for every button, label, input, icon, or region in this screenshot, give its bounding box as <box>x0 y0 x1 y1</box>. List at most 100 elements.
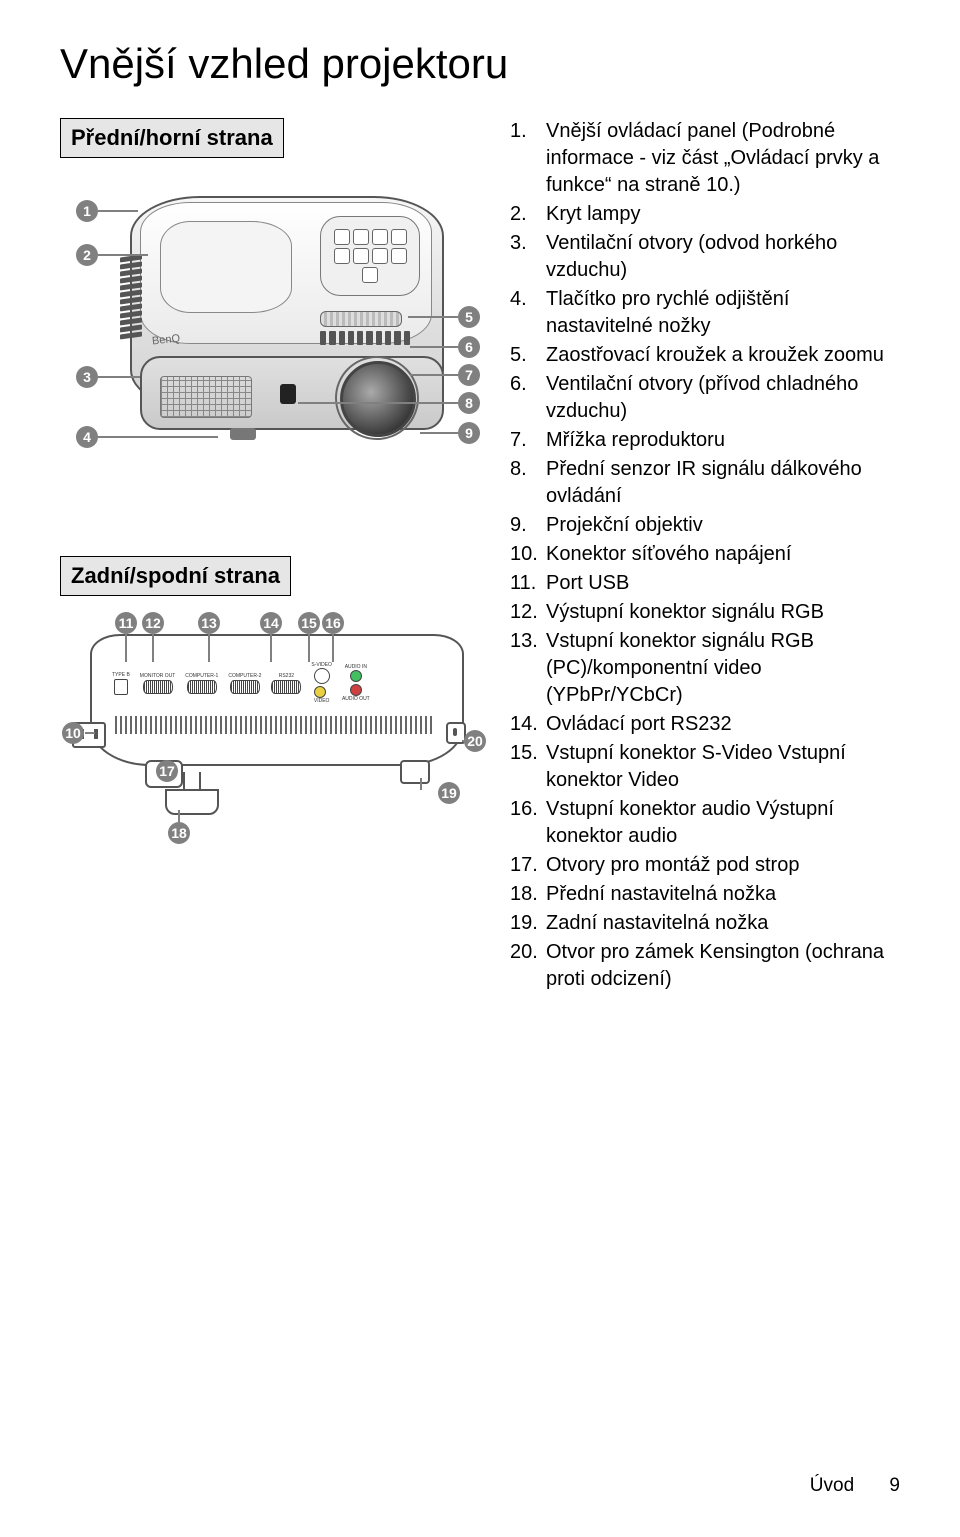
part-number: 18. <box>510 881 546 908</box>
monitor-out-port: MONITOR OUT <box>140 673 175 694</box>
part-number: 1. <box>510 118 546 199</box>
callout-bubble-9: 9 <box>458 422 480 444</box>
part-number: 2. <box>510 201 546 228</box>
part-number: 10. <box>510 541 546 568</box>
vga-icon <box>143 680 173 694</box>
callout-leader <box>410 374 458 376</box>
callout-bubble-2: 2 <box>76 244 98 266</box>
port-label: COMPUTER-2 <box>228 673 261 679</box>
panel-btn <box>391 248 407 264</box>
callout-leader <box>98 210 138 212</box>
part-number: 9. <box>510 512 546 539</box>
part-description: Přední senzor IR signálu dálkového ovlád… <box>546 456 900 510</box>
parts-list-item: 9.Projekční objektiv <box>510 512 900 539</box>
callout-leader <box>332 634 334 662</box>
callout-bubble-11: 11 <box>115 612 137 634</box>
page: Vnější vzhled projektoru Přední/horní st… <box>0 0 960 1537</box>
parts-list-item: 11.Port USB <box>510 570 900 597</box>
parts-list-item: 15.Vstupní konektor S-Video Vstupní kone… <box>510 740 900 794</box>
callout-leader <box>98 436 218 438</box>
callout-leader <box>85 732 95 734</box>
part-description: Tlačítko pro rychlé odjištění nastavitel… <box>546 286 900 340</box>
part-number: 6. <box>510 371 546 425</box>
usb-icon <box>114 679 128 695</box>
part-description: Výstupní konektor signálu RGB <box>546 599 900 626</box>
part-description: Vstupní konektor audio Výstupní konektor… <box>546 796 900 850</box>
rear-diagram: TYPE B MONITOR OUT COMPUTER-1 COMPUTER-2 <box>60 604 480 864</box>
callout-leader <box>420 778 422 790</box>
part-number: 11. <box>510 570 546 597</box>
callout-bubble-17: 17 <box>156 760 178 782</box>
callout-bubble-5: 5 <box>458 306 480 328</box>
part-description: Vnější ovládací panel (Podrobné informac… <box>546 118 900 199</box>
callout-bubble-3: 3 <box>76 366 98 388</box>
page-title: Vnější vzhled projektoru <box>60 40 900 88</box>
part-number: 12. <box>510 599 546 626</box>
audio-in-icon <box>350 670 362 682</box>
audio-out-icon <box>350 684 362 696</box>
parts-list-item: 20.Otvor pro zámek Kensington (ochrana p… <box>510 939 900 993</box>
right-column: 1.Vnější ovládací panel (Podrobné inform… <box>500 118 900 995</box>
port-label: AUDIO OUT <box>342 696 370 702</box>
part-description: Vstupní konektor S-Video Vstupní konekto… <box>546 740 900 794</box>
parts-list-item: 12.Výstupní konektor signálu RGB <box>510 599 900 626</box>
callout-bubble-12: 12 <box>142 612 164 634</box>
part-number: 15. <box>510 740 546 794</box>
port-label: COMPUTER-1 <box>185 673 218 679</box>
parts-list-item: 3.Ventilační otvory (odvod horkého vzduc… <box>510 230 900 284</box>
parts-list-item: 17.Otvory pro montáž pod strop <box>510 852 900 879</box>
vga-icon <box>187 680 217 694</box>
parts-list-item: 19.Zadní nastavitelná nožka <box>510 910 900 937</box>
ir-sensor <box>280 384 296 404</box>
zoom-ring <box>320 311 402 327</box>
callout-leader <box>270 634 272 662</box>
parts-list: 1.Vnější ovládací panel (Podrobné inform… <box>510 118 900 993</box>
footer-section: Úvod <box>810 1475 854 1496</box>
audio-ports: AUDIO IN AUDIO OUT <box>342 664 370 702</box>
part-description: Projekční objektiv <box>546 512 900 539</box>
port-label: TYPE B <box>112 672 130 678</box>
parts-list-item: 16.Vstupní konektor audio Výstupní konek… <box>510 796 900 850</box>
parts-list-item: 10.Konektor síťového napájení <box>510 541 900 568</box>
front-view-label: Přední/horní strana <box>60 118 284 158</box>
callout-bubble-13: 13 <box>198 612 220 634</box>
speaker-grille <box>160 376 252 418</box>
callout-bubble-6: 6 <box>458 336 480 358</box>
part-description: Konektor síťového napájení <box>546 541 900 568</box>
port-row: TYPE B MONITOR OUT COMPUTER-1 COMPUTER-2 <box>112 662 370 704</box>
rear-view-label: Zadní/spodní strana <box>60 556 291 596</box>
callout-leader <box>125 634 127 662</box>
computer2-port: COMPUTER-2 <box>228 673 261 694</box>
callout-bubble-16: 16 <box>322 612 344 634</box>
parts-list-item: 7.Mřížka reproduktoru <box>510 427 900 454</box>
callout-bubble-19: 19 <box>438 782 460 804</box>
intake-vents <box>320 331 410 345</box>
vga-icon <box>230 680 260 694</box>
parts-list-item: 13.Vstupní konektor signálu RGB (PC)/kom… <box>510 628 900 709</box>
port-label: MONITOR OUT <box>140 673 175 679</box>
part-number: 17. <box>510 852 546 879</box>
callout-leader <box>98 376 140 378</box>
parts-list-item: 8.Přední senzor IR signálu dálkového ovl… <box>510 456 900 510</box>
part-number: 13. <box>510 628 546 709</box>
part-number: 8. <box>510 456 546 510</box>
part-description: Zaostřovací kroužek a kroužek zoomu <box>546 342 900 369</box>
svideo-video-port: S-VIDEO VIDEO <box>311 662 332 704</box>
page-footer: Úvod 9 <box>810 1475 900 1497</box>
panel-btn <box>372 248 388 264</box>
parts-list-item: 18.Přední nastavitelná nožka <box>510 881 900 908</box>
callout-leader <box>408 316 458 318</box>
part-description: Ovládací port RS232 <box>546 711 900 738</box>
callout-leader <box>178 810 180 822</box>
callout-leader <box>98 254 148 256</box>
callout-bubble-7: 7 <box>458 364 480 386</box>
callout-leader <box>152 634 154 662</box>
usb-port: TYPE B <box>112 672 130 695</box>
panel-btn <box>391 229 407 245</box>
rear-vent-strip <box>115 716 435 734</box>
parts-list-item: 4.Tlačítko pro rychlé odjištění nastavit… <box>510 286 900 340</box>
parts-list-item: 6.Ventilační otvory (přívod chladného vz… <box>510 371 900 425</box>
callout-bubble-8: 8 <box>458 392 480 414</box>
port-label: RS232 <box>279 673 294 679</box>
panel-btn <box>372 229 388 245</box>
